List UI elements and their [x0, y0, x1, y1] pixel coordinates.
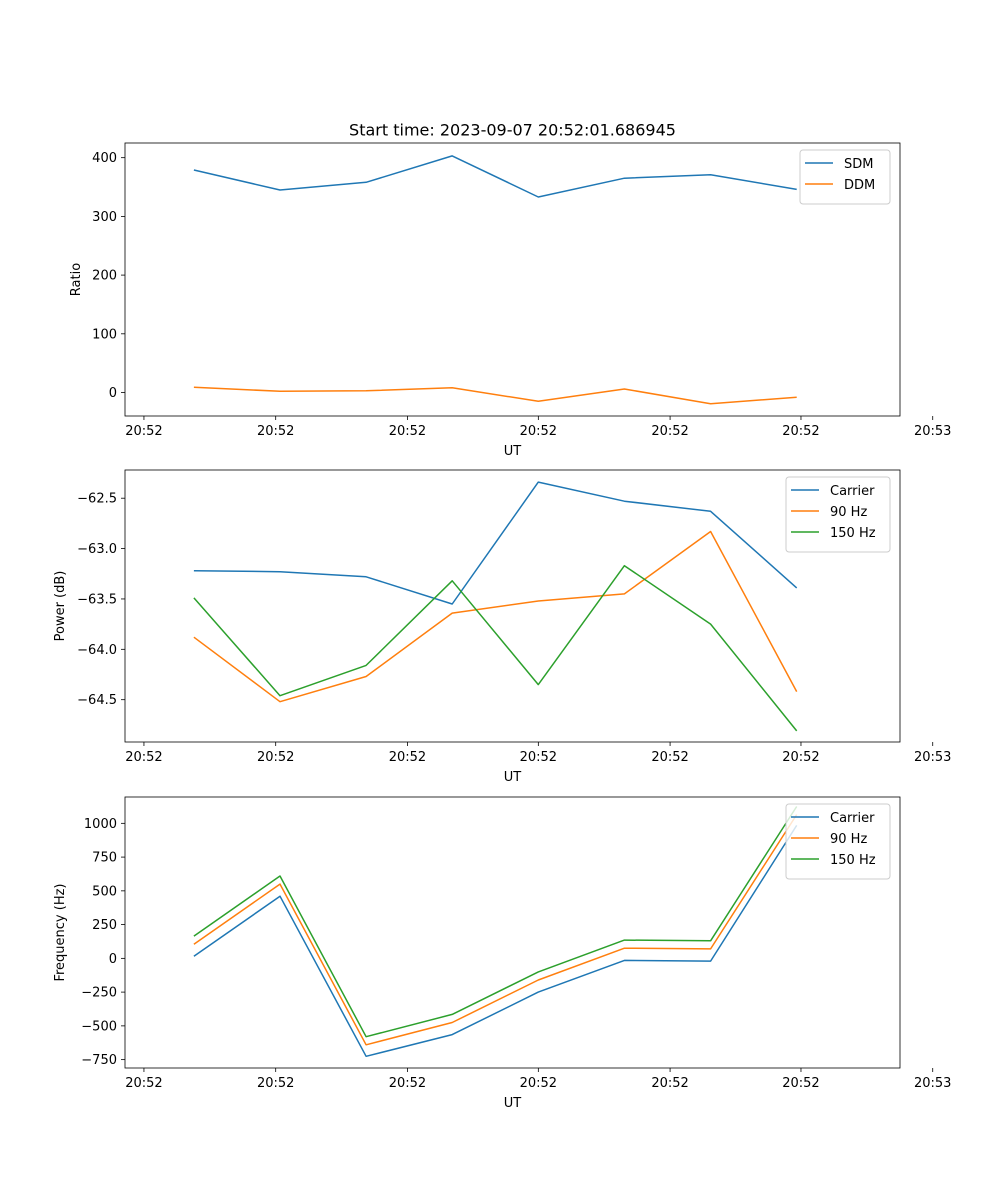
legend: SDM DDM	[799, 149, 891, 205]
x-tick-label: 20:52	[520, 424, 557, 439]
y-tick-label: 200	[92, 269, 117, 284]
y-tick-label: 300	[92, 210, 117, 225]
series-line-90-hz	[193, 530, 798, 703]
legend: Carrier 90 Hz 150 Hz	[785, 476, 891, 553]
x-tick-label: 20:52	[782, 1076, 819, 1091]
y-tick-label: −500	[81, 1019, 117, 1034]
legend-label: 90 Hz	[830, 505, 867, 520]
series-line-90-hz	[193, 814, 798, 1046]
x-tick-label: 20:52	[782, 750, 819, 765]
y-tick-label: 0	[109, 386, 117, 401]
x-tick-label: 20:52	[389, 424, 426, 439]
y-tick-label: −64.5	[77, 693, 117, 708]
x-tick-label: 20:52	[651, 750, 688, 765]
series-line-ddm	[193, 386, 797, 405]
x-tick-label: 20:52	[651, 424, 688, 439]
x-tick-label: 20:52	[520, 750, 557, 765]
x-axis-label: UT	[504, 770, 522, 785]
x-axis-label: UT	[504, 1096, 522, 1111]
y-axis-label: Ratio	[69, 263, 84, 296]
subplot-1: 20:52 20:52 20:52 20:52 20:52 20:52 20:53 0 100 2…	[69, 142, 951, 459]
x-tick-label: 20:52	[125, 1076, 162, 1091]
y-tick-label: 0	[109, 952, 117, 967]
y-tick-label: 500	[92, 884, 117, 899]
x-tick-label: 20:53	[914, 424, 951, 439]
legend-label: 150 Hz	[830, 526, 876, 541]
x-tick-label: 20:52	[520, 1076, 557, 1091]
series-line-sdm	[193, 155, 797, 198]
y-tick-label: −64.0	[77, 643, 117, 658]
axes-frame	[124, 142, 901, 417]
subplot-3: 20:52 20:52 20:52 20:52 20:52 20:52 20:53 −750 −…	[53, 796, 951, 1111]
axes-frame	[124, 796, 901, 1069]
x-tick-label: 20:52	[257, 1076, 294, 1091]
series-line-150-hz	[193, 806, 798, 1038]
y-tick-label: 1000	[84, 817, 117, 832]
x-tick-label: 20:52	[389, 1076, 426, 1091]
series-line-carrier	[193, 824, 798, 1058]
x-axis-label: UT	[504, 444, 522, 459]
series-line-150-hz	[193, 564, 798, 732]
legend-label: DDM	[844, 178, 875, 193]
axes-frame	[124, 469, 901, 743]
y-tick-label: −62.5	[77, 492, 117, 507]
series-line-carrier	[193, 481, 798, 605]
y-tick-label: 250	[92, 918, 117, 933]
y-tick-label: −63.0	[77, 542, 117, 557]
y-axis-label: Frequency (Hz)	[53, 883, 68, 981]
subplot-2: 20:52 20:52 20:52 20:52 20:52 20:52 20:53 −64.5…	[53, 469, 951, 785]
legend-label: Carrier	[830, 484, 875, 499]
y-tick-label: −250	[81, 986, 117, 1001]
y-tick-label: −63.5	[77, 592, 117, 607]
y-axis-label: Power (dB)	[53, 571, 68, 642]
x-tick-label: 20:52	[125, 424, 162, 439]
legend: Carrier 90 Hz 150 Hz	[785, 803, 891, 880]
x-tick-label: 20:52	[782, 424, 819, 439]
x-tick-label: 20:53	[914, 750, 951, 765]
x-tick-label: 20:52	[257, 424, 294, 439]
x-tick-label: 20:52	[651, 1076, 688, 1091]
y-tick-label: 100	[92, 327, 117, 342]
legend-label: Carrier	[830, 811, 875, 826]
y-tick-label: −750	[81, 1053, 117, 1068]
legend-box	[785, 803, 891, 880]
x-tick-label: 20:52	[125, 750, 162, 765]
legend-label: 150 Hz	[830, 853, 876, 868]
legend-box	[785, 476, 891, 553]
y-tick-label: 750	[92, 851, 117, 866]
figure-title: Start time: 2023-09-07 20:52:01.686945	[349, 121, 676, 140]
legend-label: SDM	[844, 157, 873, 172]
x-tick-label: 20:52	[257, 750, 294, 765]
x-tick-label: 20:53	[914, 1076, 951, 1091]
y-tick-label: 400	[92, 151, 117, 166]
legend-label: 90 Hz	[830, 832, 867, 847]
x-tick-label: 20:52	[389, 750, 426, 765]
